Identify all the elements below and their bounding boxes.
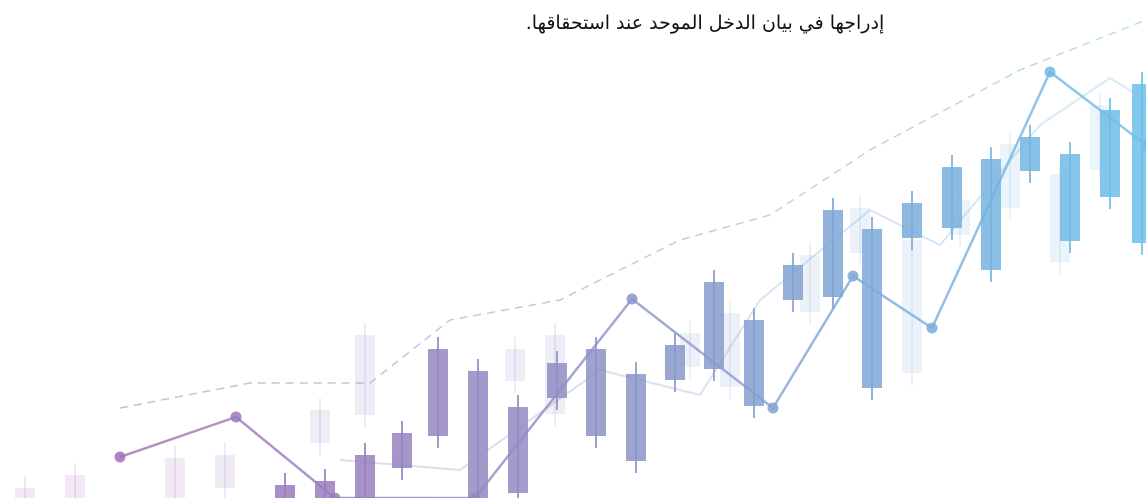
candle-body — [720, 313, 740, 387]
trend-point — [1140, 139, 1146, 151]
candle-body — [508, 407, 528, 493]
candle-body — [392, 433, 412, 468]
candle-body — [942, 167, 962, 228]
candle-body — [275, 485, 295, 498]
dashed-trend — [119, 19, 1146, 409]
candle-body — [355, 455, 375, 498]
caption: إدراجها في بيان الدخل الموحد عند استحقاق… — [525, 12, 885, 34]
candle-body — [15, 488, 35, 498]
candle-body — [862, 229, 882, 388]
candle-body — [1060, 154, 1080, 241]
candle-body — [823, 210, 843, 297]
candle-body — [310, 410, 330, 443]
candle-body — [902, 203, 922, 238]
trend-point — [926, 322, 938, 334]
trend-point — [230, 411, 242, 423]
candle-body — [468, 371, 488, 498]
trend-point — [1044, 66, 1056, 78]
candle-body — [800, 255, 820, 312]
candle-body — [165, 458, 185, 498]
candle-body — [1132, 84, 1146, 243]
candle-body — [428, 349, 448, 436]
trend-point — [767, 402, 779, 414]
candle-body — [744, 320, 764, 406]
candle-body — [626, 374, 646, 461]
trend-point — [114, 451, 126, 463]
candle-body — [1100, 110, 1120, 197]
candle-body — [586, 349, 606, 436]
trend-point — [847, 270, 859, 282]
candle-body — [65, 475, 85, 498]
candle-body — [505, 349, 525, 381]
trend-point — [469, 492, 481, 498]
candle-body — [355, 335, 375, 415]
candle-body — [215, 455, 235, 488]
candle-body — [665, 345, 685, 380]
trend-point — [626, 293, 638, 305]
trend-line — [119, 70, 1146, 498]
candle-body — [704, 282, 724, 369]
trend-point — [329, 492, 341, 498]
candle-body — [902, 240, 922, 373]
candle-body — [1000, 144, 1020, 208]
light-trend — [339, 76, 1146, 472]
candle-body — [1020, 137, 1040, 171]
candle-body — [783, 265, 803, 300]
